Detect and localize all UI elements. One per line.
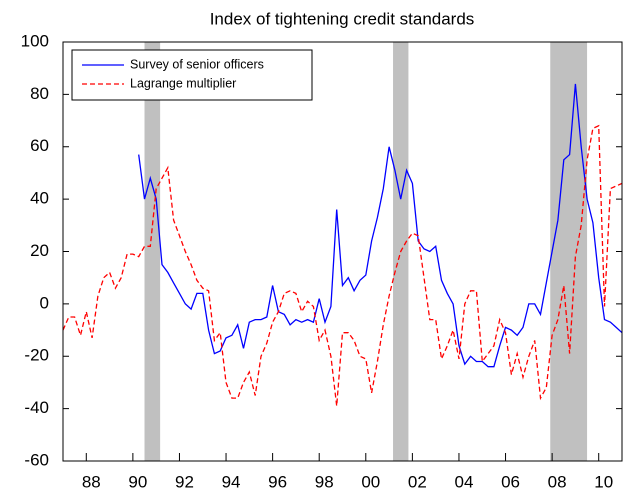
- x-tick-label: 08: [548, 472, 567, 491]
- x-tick-label: 06: [501, 472, 520, 491]
- y-tick-label: -40: [24, 398, 49, 417]
- y-tick-label: 0: [40, 293, 49, 312]
- x-tick-label: 96: [268, 472, 287, 491]
- y-tick-label: 40: [30, 189, 49, 208]
- recession-band: [550, 42, 588, 461]
- x-tick-label: 10: [594, 472, 613, 491]
- series-line: [62, 124, 623, 407]
- y-tick-label: 100: [21, 31, 49, 50]
- y-tick-label: 80: [30, 84, 49, 103]
- y-tick-label: -20: [24, 346, 49, 365]
- x-tick-label: 92: [175, 472, 194, 491]
- x-tick-label: 98: [315, 472, 334, 491]
- recession-band: [144, 42, 161, 461]
- x-tick-label: 88: [82, 472, 101, 491]
- legend-box: [71, 49, 313, 101]
- legend-label: Lagrange multiplier: [130, 76, 236, 90]
- legend: Survey of senior officers Lagrange multip…: [71, 49, 313, 101]
- plot-frame: [62, 41, 623, 462]
- x-tick-label: 90: [128, 472, 147, 491]
- x-tick-label: 04: [454, 472, 473, 491]
- chart-title: Index of tightening credit standards: [210, 9, 475, 28]
- legend-label: Survey of senior officers: [130, 57, 264, 71]
- y-tick-label: 20: [30, 241, 49, 260]
- x-tick-label: 00: [361, 472, 380, 491]
- y-tick-label: 60: [30, 136, 49, 155]
- x-tick-label: 94: [222, 472, 241, 491]
- x-tick-label: 02: [408, 472, 427, 491]
- y-tick-label: -60: [24, 450, 49, 469]
- series-line: [138, 83, 623, 368]
